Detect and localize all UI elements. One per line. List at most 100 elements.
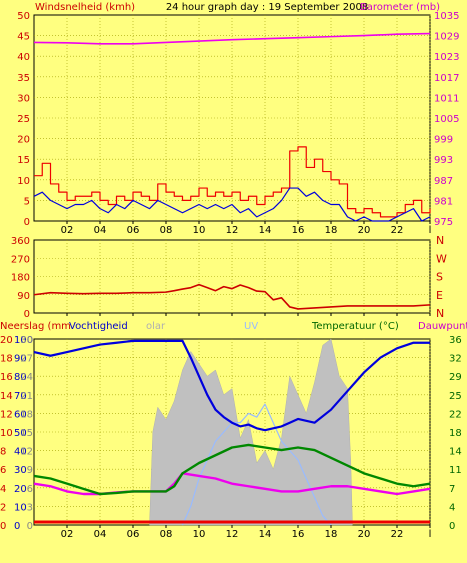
wind-axis-title: Windsnelheid (kmh) [35,2,135,13]
wind-panel-series [33,32,431,222]
rain-ytick-label: 6 [0,465,6,476]
wind-xtick-label: 08 [160,225,173,236]
humidity-ytick-label: 90 [14,354,27,365]
rain-ytick-label: 12 [0,409,13,420]
humidity-ytick-label: 30 [14,465,27,476]
solar-ytick-label: 18 [20,409,33,420]
wind-xtick-label: 04 [94,225,107,236]
rain-ytick-label: 8 [0,447,6,458]
compass-label: N [436,234,444,247]
barometer-ytick-label: 1029 [434,32,459,43]
wind-ytick-label: 0 [24,217,30,228]
solar-ytick-label: 24 [20,372,33,383]
compass-label: S [436,271,443,284]
humidity-xtick-label: 04 [94,529,107,540]
humidity-ytick-label: 80 [14,372,27,383]
solar-ytick-label: 30 [20,335,33,346]
barometer-axis-title: Barometer (mb) [360,2,440,13]
solar-ytick-label: 21 [20,391,33,402]
wind-ytick-label: 15 [17,155,30,166]
humidity-xtick-label: 08 [160,529,173,540]
humidity-ytick-label: 60 [14,409,27,420]
solar-area [149,338,353,526]
uv-axis-title: UV [244,321,258,332]
barometer-ytick-label: 1035 [434,11,459,22]
barometer-ytick-label: 1005 [434,114,459,125]
humidity-ytick-label: 50 [14,428,27,439]
humidity-ytick-label: 40 [14,447,27,458]
temperature-ytick-label: 11 [449,465,462,476]
wind-xtick-label: 12 [226,225,239,236]
rain-ytick-label: 10 [0,428,13,439]
solar-ytick-label: 12 [20,447,33,458]
direction-ytick-label: 270 [11,254,30,265]
humidity-ytick-label: 20 [14,484,27,495]
direction-ytick-label: 180 [11,273,30,284]
temperature-ytick-label: 7 [449,484,455,495]
barometer-ytick-label: 987 [434,176,453,187]
temperature-ytick-label: 36 [449,335,462,346]
wind-ytick-label: 50 [17,11,30,22]
barometer-ytick-label: 1017 [434,73,459,84]
temperature-ytick-label: 4 [449,502,455,513]
wind-xtick-label: 14 [259,225,272,236]
compass-label: E [436,289,443,302]
humidity-ytick-label: 100 [14,335,33,346]
wind-ytick-label: 40 [17,52,30,63]
rain-ytick-label: 14 [0,391,13,402]
wind-xtick-label: 10 [193,225,206,236]
wind-ytick-label: 20 [17,135,30,146]
solar-ytick-label: 0 [27,521,33,532]
rain-ytick-label: 16 [0,372,13,383]
wind-xtick-label: 18 [325,225,338,236]
rain-axis-title: Neerslag (mm [0,321,71,332]
barometer-ytick-label: 981 [434,196,453,207]
temperature-ytick-label: 18 [449,428,462,439]
temperature-ytick-label: 22 [449,409,462,420]
temperature-line [33,443,431,496]
wind-ytick-label: 25 [17,114,30,125]
barometer-ytick-label: 1023 [434,52,459,63]
humidity-xtick-label: 20 [358,529,371,540]
direction-ytick-label: 360 [11,236,30,247]
wind-xtick-label: 16 [292,225,305,236]
wind-ytick-label: 5 [24,196,30,207]
wind-avg-line [33,187,431,222]
rain-ytick-label: 18 [0,354,13,365]
dewpoint-axis-title: Dauwpunt [418,321,467,332]
humidity-xtick-label: 06 [127,529,140,540]
direction-ytick-label: 90 [17,291,30,302]
temperature-ytick-label: 0 [449,521,455,532]
humidity-panel-series [33,338,431,526]
solar-ytick-label: 9 [27,465,33,476]
humidity-xtick-label: 12 [226,529,239,540]
humidity-axis-title: Vochtigheid [69,321,128,332]
wind-xtick-label: l [429,225,432,236]
humidity-xtick-label: l [429,529,432,540]
wind-ytick-label: 30 [17,93,30,104]
solar-ytick-label: 15 [20,428,33,439]
humidity-ytick-label: 70 [14,391,27,402]
wind-panel-grid [34,15,431,221]
humidity-xtick-label: 18 [325,529,338,540]
wind-ytick-label: 45 [17,32,30,43]
compass-label: W [436,252,447,265]
rain-ytick-label: 4 [0,484,6,495]
wind-xtick-label: 06 [127,225,140,236]
temperature-ytick-label: 14 [449,447,462,458]
direction-panel-grid [34,240,431,313]
humidity-ytick-label: 0 [14,521,20,532]
solar-axis-title: olar [146,321,166,332]
solar-ytick-label: 27 [20,354,33,365]
graph-day-title: 24 hour graph day : 19 September 2008 [166,2,368,13]
wind-direction-line [33,283,431,310]
barometer-line [33,32,431,45]
wind-gust-line [34,146,431,218]
wind-ytick-label: 35 [17,73,30,84]
temperature-axis-title: Temperatuur (°C) [311,321,399,332]
barometer-ytick-label: 999 [434,135,453,146]
